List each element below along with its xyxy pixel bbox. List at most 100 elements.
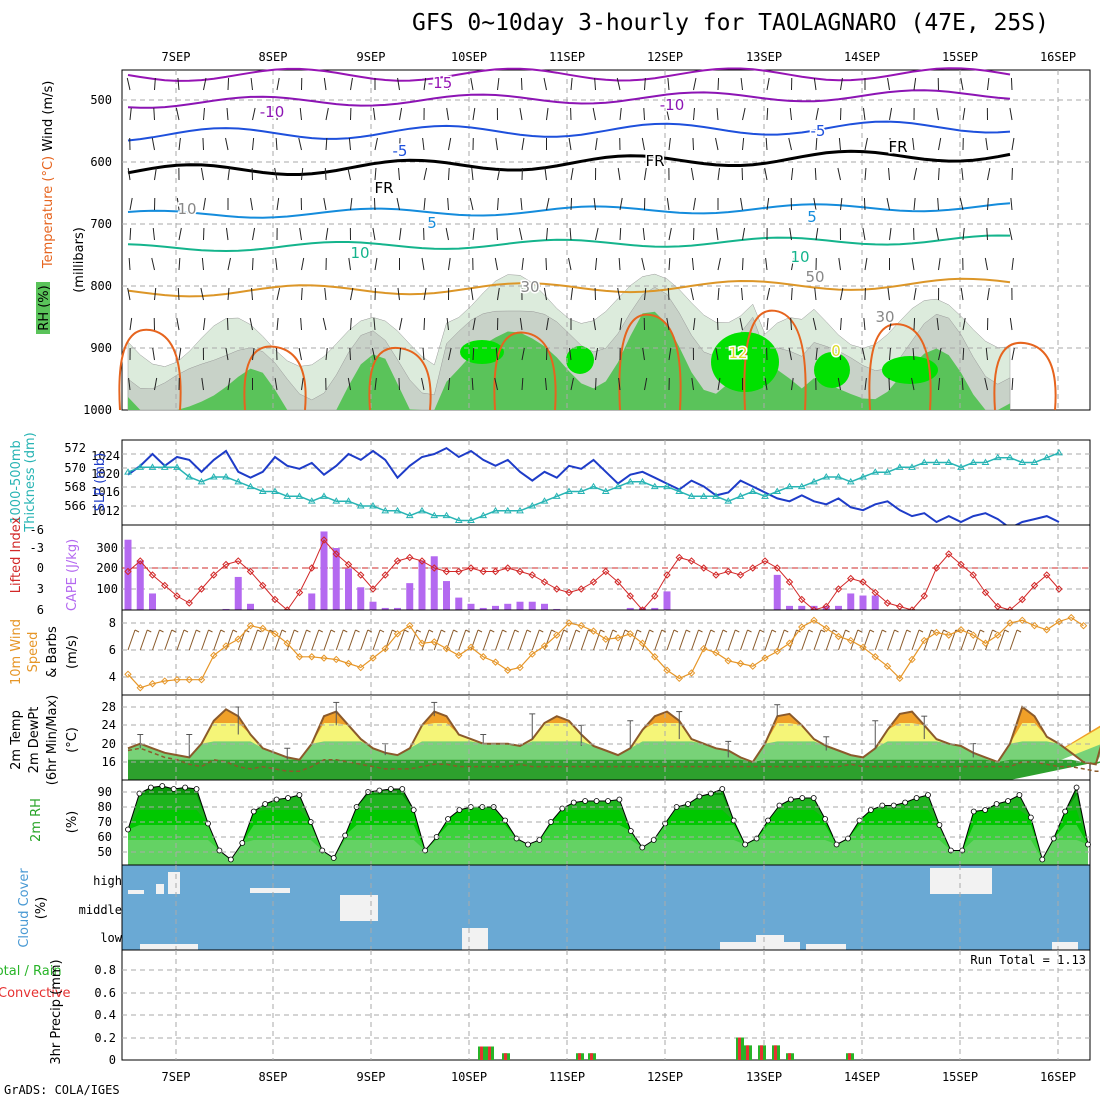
wind-barb-flag xyxy=(612,629,617,633)
wind-barb xyxy=(693,317,696,331)
wind-barb xyxy=(815,107,819,121)
wind-barb-flag xyxy=(735,629,740,633)
rh2m-marker xyxy=(650,837,657,843)
wind-barb-flag xyxy=(465,629,470,633)
thickness-marker xyxy=(393,506,402,514)
cape-bar xyxy=(553,608,561,610)
thickness-marker xyxy=(1042,453,1051,461)
wind-barb-10m xyxy=(225,629,234,651)
thickness-marker xyxy=(993,453,1002,461)
wind-barb-10m xyxy=(666,629,675,651)
thickness-marker xyxy=(430,511,439,519)
lifted-index-tick: -3 xyxy=(30,541,44,555)
wind-barb-10m xyxy=(617,629,626,651)
wind-barb xyxy=(448,377,451,391)
wind-barb xyxy=(766,197,770,211)
wind-barb xyxy=(886,197,890,211)
wind-barb xyxy=(323,197,327,211)
thickness-marker xyxy=(663,482,671,490)
wind-tick: 4 xyxy=(109,670,116,684)
wind-barb xyxy=(276,77,280,91)
lifted-index-marker xyxy=(565,588,573,597)
thickness-marker xyxy=(442,511,451,519)
contour-label: 30 xyxy=(520,278,539,296)
wind-barb-10m xyxy=(850,629,859,651)
wind-barb xyxy=(397,287,400,301)
wind-barb xyxy=(618,257,621,271)
wind-barb xyxy=(815,227,819,241)
rh2m-marker xyxy=(513,835,520,842)
wind-barb-10m xyxy=(164,629,173,651)
rh2m-marker xyxy=(696,793,703,800)
wind-barb-flag xyxy=(857,629,862,633)
wind-barb xyxy=(715,347,719,361)
wind-barb xyxy=(742,227,746,241)
wind-barb-10m xyxy=(286,629,295,651)
pressure-tick: 1000 xyxy=(83,403,112,417)
wind-barb xyxy=(274,167,278,181)
precip-convective-bar xyxy=(760,1045,763,1060)
wind-speed-marker xyxy=(687,669,696,677)
wind-barb xyxy=(838,137,841,151)
lifted-index-marker xyxy=(920,592,928,600)
rh2m-marker xyxy=(685,801,691,807)
rh2m-marker xyxy=(1016,792,1023,798)
rh2m-marker xyxy=(925,792,931,798)
wind-barb xyxy=(521,347,525,361)
lifted-index-marker xyxy=(1018,595,1026,604)
wind-barb xyxy=(129,317,133,331)
wind-barb xyxy=(275,257,278,271)
wind-speed-marker xyxy=(528,650,536,658)
thickness-marker xyxy=(295,492,304,499)
wind-barb xyxy=(766,107,769,121)
lifted-index-marker xyxy=(798,595,806,604)
lifted-index-marker xyxy=(687,557,696,565)
cape-bar xyxy=(381,607,389,610)
wind-barb xyxy=(445,227,449,241)
thickness-marker xyxy=(614,482,622,490)
wind-barb-10m xyxy=(495,629,503,651)
wind-speed-marker xyxy=(871,653,879,661)
wind-barb-10m xyxy=(752,629,761,651)
rh2m-marker xyxy=(1039,856,1046,863)
thickness-marker xyxy=(846,477,855,485)
wind-barb xyxy=(299,107,302,121)
wind-barb xyxy=(960,77,964,91)
rh2m-marker xyxy=(262,801,269,807)
wind-speed-marker xyxy=(883,662,892,670)
contour-label: 12 xyxy=(728,344,747,362)
wind-barb xyxy=(742,347,745,361)
cloud-cover-block xyxy=(462,928,488,950)
wind-barb xyxy=(691,257,694,271)
wind-barb-flag xyxy=(1004,629,1009,633)
contour-label: 50 xyxy=(805,268,824,286)
wind-barb-10m xyxy=(1009,629,1018,651)
wind-barb xyxy=(249,317,253,331)
wind-barb xyxy=(887,77,890,91)
wind-barb-10m xyxy=(519,629,528,651)
wind-barb xyxy=(570,167,574,181)
wind-barb xyxy=(912,137,915,151)
cloud-cover-block xyxy=(340,905,378,921)
wind-speed-marker xyxy=(761,654,769,662)
contour-label: FR xyxy=(645,152,664,170)
wind-barb xyxy=(788,137,792,151)
wind-barb xyxy=(569,227,572,241)
lifted-index-marker xyxy=(1030,581,1039,590)
wind-barb xyxy=(250,77,253,91)
wind-barb xyxy=(323,77,327,91)
wind-barb-10m xyxy=(127,629,136,651)
wind-barb-10m xyxy=(274,629,283,651)
wind-barb xyxy=(126,77,131,91)
wind-barb-flag xyxy=(551,629,556,633)
wind-barb xyxy=(592,107,596,121)
thickness-marker xyxy=(369,502,377,509)
precip-convective-bar xyxy=(788,1053,791,1060)
wind-barb-10m xyxy=(152,629,160,651)
wind-barb xyxy=(322,317,327,331)
cape-bar xyxy=(810,605,818,610)
wind-barb xyxy=(350,197,353,211)
thickness-marker xyxy=(454,516,463,523)
wind-barb-flag xyxy=(575,629,581,633)
wind-barb xyxy=(544,167,547,181)
